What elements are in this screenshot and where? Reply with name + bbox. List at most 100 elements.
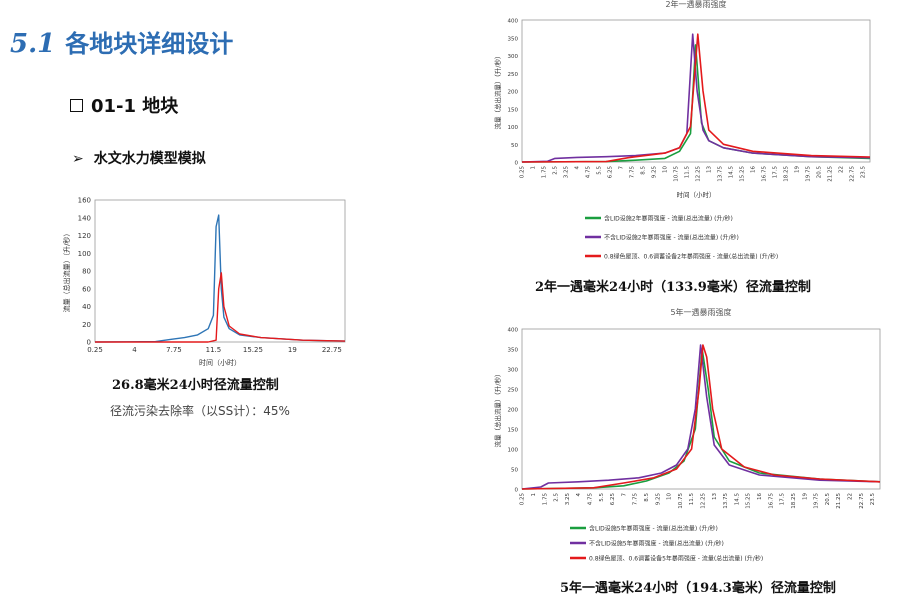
x-tick-label: 12.25 xyxy=(701,493,707,509)
x-tick-label: 20.5 xyxy=(825,493,831,506)
y-tick-label: 150 xyxy=(508,107,519,113)
x-tick-label: 11.5 xyxy=(684,166,690,179)
y-tick-label: 150 xyxy=(508,428,519,434)
y-tick-label: 100 xyxy=(508,125,519,131)
legend-entry: 0.8绿色屋顶、0.6调蓄设备5年暴雨强度 - 流量(总出流量) (升/秒) xyxy=(589,555,763,563)
x-tick-label: 13 xyxy=(706,166,712,173)
legend-entry: 含LID设施2年暴雨强度 - 流量(总出流量) (升/秒) xyxy=(604,215,733,223)
x-tick-label: 23.5 xyxy=(870,493,876,506)
bullet-item: ➢ 水文水力模型模拟 xyxy=(72,148,206,168)
x-tick-label: 14.5 xyxy=(728,166,734,179)
series-line-3 xyxy=(521,33,871,163)
x-tick-label: 5.5 xyxy=(597,166,603,175)
chart-2-caption: 2年一遇毫米24小时（133.9毫米）径流量控制 xyxy=(535,280,811,295)
x-tick-label: 17.5 xyxy=(780,493,786,506)
x-tick-label: 10.75 xyxy=(678,493,684,509)
x-tick-label: 5.5 xyxy=(599,493,605,502)
x-tick-label: 6.25 xyxy=(608,166,614,179)
x-tick-label: 1 xyxy=(531,493,537,497)
y-tick-label: 250 xyxy=(508,388,519,394)
x-tick-label: 10 xyxy=(667,493,673,500)
series-line-3 xyxy=(521,344,881,490)
block-heading: 01-1 地块 xyxy=(70,92,178,118)
y-tick-label: 50 xyxy=(511,468,518,474)
chart-1-caption: 26.8毫米24小时径流量控制 xyxy=(112,378,279,393)
x-tick-label: 7 xyxy=(619,166,625,170)
x-tick-label: 2.5 xyxy=(554,493,560,502)
y-axis-label: 流量（总出流量）（升/秒） xyxy=(62,230,71,313)
legend-entry: 不含LID设施5年暴雨强度 - 流量(总出流量) (升/秒) xyxy=(589,540,724,548)
x-tick-label: 13 xyxy=(712,493,718,500)
x-tick-label: 4 xyxy=(576,493,582,497)
x-tick-label: 22 xyxy=(838,166,844,173)
y-tick-label: 0 xyxy=(515,488,519,494)
x-tick-label: 8.5 xyxy=(644,493,650,502)
y-tick-label: 400 xyxy=(508,328,519,334)
x-tick-label: 7.75 xyxy=(166,346,182,354)
y-tick-label: 200 xyxy=(508,90,519,96)
bullet-text: 水文水力模型模拟 xyxy=(93,151,206,167)
x-tick-label: 15.25 xyxy=(746,493,752,509)
legend-entry: 含LID设施5年暴雨强度 - 流量(总出流量) (升/秒) xyxy=(589,525,718,533)
plot-area xyxy=(94,199,346,343)
x-tick-label: 9.25 xyxy=(655,493,661,506)
chart-3: 5年一遇暴雨强度 0 50 100 150 200 250 300 350 400 0.25 1 1.7… xyxy=(493,307,881,563)
chart-title: 2年一遇暴雨强度 xyxy=(665,0,726,9)
chart-2: 2年一遇暴雨强度 0 50 100 150 200 250 300 350 400 0.25 1 1.7… xyxy=(493,0,871,261)
y-tick-label: 400 xyxy=(508,19,519,25)
checkbox-square-icon xyxy=(70,98,83,112)
section-title: 各地块详细设计 xyxy=(65,30,234,58)
y-tick-label: 0 xyxy=(87,339,91,347)
y-tick-label: 40 xyxy=(82,303,91,311)
x-tick-label: 7 xyxy=(621,493,627,497)
y-tick-label: 0 xyxy=(515,161,519,167)
chart-1-note: 径流污染去除率（以SS计）：45% xyxy=(110,404,290,418)
x-tick-label: 1.75 xyxy=(542,493,548,506)
x-tick-label: 8.5 xyxy=(641,166,647,175)
x-tick-label: 3.25 xyxy=(564,166,570,179)
x-tick-label: 4.75 xyxy=(586,166,592,179)
legend-entry: 0.8绿色屋顶、0.6调蓄设备2年暴雨强度 - 流量(总出流量) (升/秒) xyxy=(604,253,778,261)
x-tick-label: 15.25 xyxy=(243,346,263,354)
x-tick-label: 10 xyxy=(663,166,669,173)
plot-area xyxy=(521,19,871,163)
x-tick-label: 19 xyxy=(288,346,297,354)
x-tick-label: 19 xyxy=(794,166,800,173)
x-tick-label: 16 xyxy=(750,166,756,173)
x-tick-label: 19.75 xyxy=(814,493,820,509)
y-tick-label: 350 xyxy=(508,36,519,42)
plot-area xyxy=(521,328,881,490)
x-tick-label: 0.25 xyxy=(520,166,526,179)
x-tick-label: 21.25 xyxy=(836,493,842,509)
x-tick-label: 0.25 xyxy=(520,493,526,506)
y-tick-label: 350 xyxy=(508,348,519,354)
x-tick-label: 18.25 xyxy=(791,493,797,509)
x-tick-label: 22 xyxy=(848,493,854,500)
x-tick-label: 16.75 xyxy=(768,493,774,509)
y-tick-label: 100 xyxy=(78,250,91,258)
x-tick-label: 16 xyxy=(757,493,763,500)
x-tick-label: 6.25 xyxy=(610,493,616,506)
x-tick-label: 11.5 xyxy=(206,346,222,354)
y-tick-label: 300 xyxy=(508,368,519,374)
x-tick-label: 22.75 xyxy=(859,493,865,509)
x-tick-label: 7.75 xyxy=(633,493,639,506)
y-tick-label: 80 xyxy=(82,268,91,276)
x-tick-label: 13.75 xyxy=(717,166,723,182)
x-tick-label: 1.75 xyxy=(542,166,548,179)
x-tick-label: 18.25 xyxy=(783,166,789,182)
chart-3-caption: 5年一遇毫米24小时（194.3毫米）径流量控制 xyxy=(560,581,836,596)
x-tick-label: 22.75 xyxy=(849,166,855,182)
y-tick-label: 200 xyxy=(508,408,519,414)
x-tick-label: 19.75 xyxy=(805,166,811,182)
y-tick-label: 140 xyxy=(78,214,91,222)
x-axis-label: 时间（小时） xyxy=(677,190,716,199)
y-tick-label: 60 xyxy=(82,285,91,293)
series-line-2 xyxy=(521,344,881,490)
y-tick-label: 50 xyxy=(511,143,518,149)
x-tick-label: 14.5 xyxy=(734,493,740,506)
x-tick-label: 21.25 xyxy=(827,166,833,182)
y-tick-label: 160 xyxy=(78,197,91,205)
x-tick-label: 12.25 xyxy=(695,166,701,182)
x-tick-label: 4 xyxy=(132,346,137,354)
